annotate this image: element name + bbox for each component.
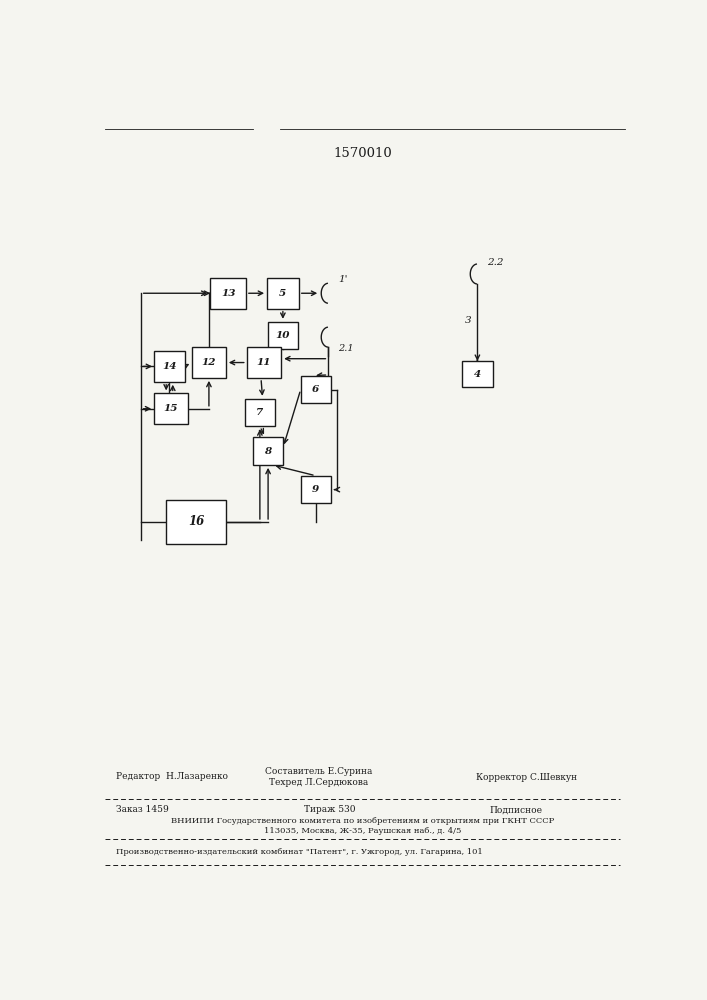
- Bar: [166, 500, 226, 544]
- Text: Производственно-издательский комбинат "Патент", г. Ужгород, ул. Гагарина, 101: Производственно-издательский комбинат "П…: [116, 848, 482, 856]
- Text: 12: 12: [201, 358, 216, 367]
- Bar: [210, 278, 246, 309]
- Bar: [268, 322, 298, 349]
- Text: 4: 4: [474, 370, 481, 379]
- Text: 9: 9: [312, 485, 320, 494]
- Text: 10: 10: [276, 331, 290, 340]
- Bar: [300, 376, 331, 403]
- Text: 7: 7: [256, 408, 264, 417]
- Text: 6: 6: [312, 385, 320, 394]
- Text: 14: 14: [162, 362, 177, 371]
- Text: 11: 11: [257, 358, 271, 367]
- Text: 15: 15: [163, 404, 178, 413]
- Text: 1570010: 1570010: [333, 147, 392, 160]
- Text: ВНИИПИ Государственного комитета по изобретениям и открытиям при ГКНТ СССР: ВНИИПИ Государственного комитета по изоб…: [170, 817, 554, 825]
- Text: 113035, Москва, Ж-35, Раушская наб., д. 4/5: 113035, Москва, Ж-35, Раушская наб., д. …: [264, 827, 461, 835]
- Text: 1': 1': [338, 275, 348, 284]
- Text: 13: 13: [221, 289, 235, 298]
- Text: Заказ 1459: Заказ 1459: [116, 805, 168, 814]
- Text: Тираж 530: Тираж 530: [304, 805, 355, 814]
- Bar: [247, 347, 281, 378]
- Bar: [192, 347, 226, 378]
- Text: Техред Л.Сердюкова: Техред Л.Сердюкова: [269, 778, 368, 787]
- Text: 2.1: 2.1: [338, 344, 354, 353]
- Bar: [253, 437, 284, 465]
- Bar: [153, 393, 187, 424]
- Text: 3: 3: [465, 316, 472, 325]
- Text: Составитель Е.Сурина: Составитель Е.Сурина: [265, 767, 372, 776]
- Text: 5: 5: [279, 289, 286, 298]
- Bar: [154, 351, 185, 382]
- Bar: [300, 476, 331, 503]
- Bar: [462, 361, 493, 387]
- Text: 16: 16: [188, 515, 204, 528]
- Text: Редактор  Н.Лазаренко: Редактор Н.Лазаренко: [116, 772, 228, 781]
- Bar: [245, 399, 275, 426]
- Text: Корректор С.Шевкун: Корректор С.Шевкун: [476, 773, 578, 782]
- Bar: [267, 278, 299, 309]
- Text: Подписное: Подписное: [489, 805, 542, 814]
- Text: 8: 8: [264, 447, 271, 456]
- Text: 2.2: 2.2: [487, 258, 504, 267]
